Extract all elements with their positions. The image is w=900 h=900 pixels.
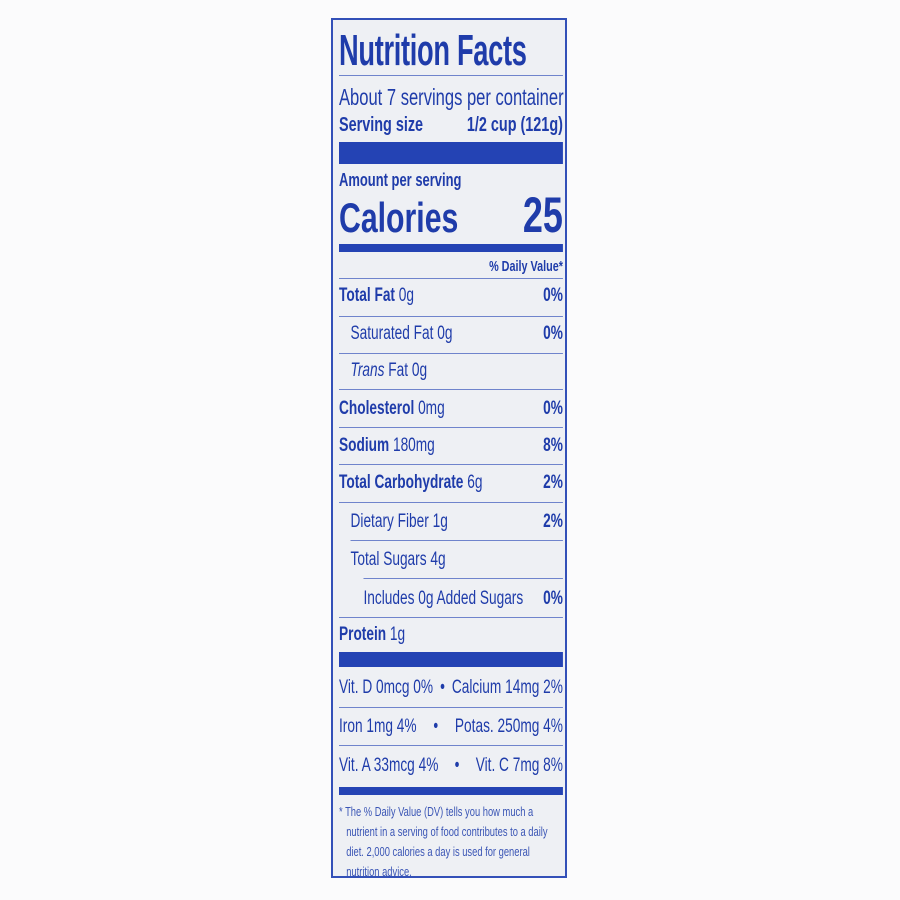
nutrient-row-saturated-fat: Saturated Fat 0g 0% bbox=[350, 323, 563, 344]
bullet-icon: • bbox=[440, 677, 445, 698]
divider-thick bbox=[339, 652, 563, 667]
nutrition-facts-label: Nutrition Facts About 7 servings per con… bbox=[331, 18, 567, 878]
calories-value: 25 bbox=[522, 187, 563, 243]
serving-size-label: Serving size bbox=[339, 114, 424, 136]
micronutrient-row: Iron 1mg 4% • Potas. 250mg 4% bbox=[339, 716, 563, 737]
micronutrient-row: Vit. D 0mcg 0% • Calcium 14mg 2% bbox=[339, 677, 563, 698]
nutrient-row-added-sugars: Includes 0g Added Sugars 0% bbox=[363, 588, 563, 609]
label-title: Nutrition Facts bbox=[339, 26, 527, 75]
nutrient-row-total-carbohydrate: Total Carbohydrate 6g 2% bbox=[339, 472, 563, 493]
nutrient-row-total-sugars: Total Sugars 4g bbox=[350, 549, 446, 570]
nutrient-row-protein: Protein 1g bbox=[339, 624, 406, 645]
servings-per-container: About 7 servings per container bbox=[339, 84, 564, 110]
footnote: * The % Daily Value (DV) tells you how m… bbox=[339, 804, 548, 878]
divider-medium bbox=[339, 244, 563, 252]
amount-per-serving: Amount per serving bbox=[339, 170, 462, 190]
nutrient-row-total-fat: Total Fat 0g 0% bbox=[339, 285, 563, 306]
daily-value-header: % Daily Value* bbox=[489, 258, 563, 275]
bullet-icon: • bbox=[454, 755, 460, 776]
nutrient-row-dietary-fiber: Dietary Fiber 1g 2% bbox=[350, 511, 563, 532]
nutrient-row-sodium: Sodium 180mg 8% bbox=[339, 435, 563, 456]
calories-label: Calories bbox=[339, 194, 459, 241]
divider-medium bbox=[339, 787, 563, 795]
serving-size-value: 1/2 cup (121g) bbox=[466, 114, 563, 136]
bullet-icon: • bbox=[433, 716, 439, 737]
serving-size: Serving size 1/2 cup (121g) bbox=[339, 114, 563, 137]
nutrient-row-trans-fat: Trans Fat 0g bbox=[350, 360, 428, 381]
divider-thick bbox=[339, 142, 563, 164]
calories-row: Calories 25 bbox=[339, 186, 563, 244]
micronutrient-row: Vit. A 33mcg 4% • Vit. C 7mg 8% bbox=[339, 755, 563, 776]
nutrient-row-cholesterol: Cholesterol 0mg 0% bbox=[339, 398, 563, 419]
